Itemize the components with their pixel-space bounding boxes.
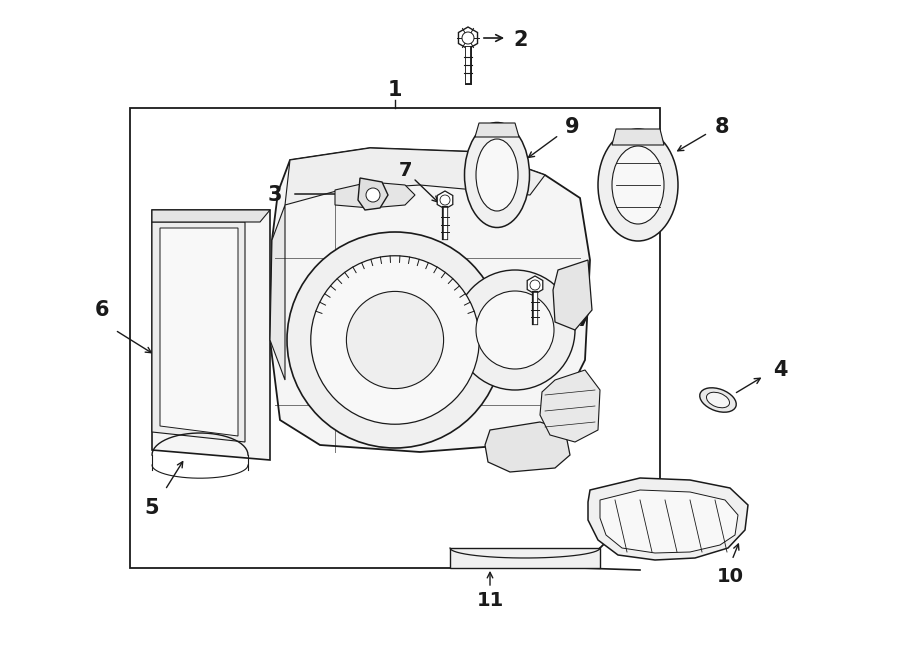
Polygon shape (600, 490, 738, 553)
Text: 2: 2 (514, 30, 528, 50)
Circle shape (440, 195, 450, 205)
Text: 5: 5 (145, 498, 159, 518)
Polygon shape (437, 191, 453, 209)
Polygon shape (475, 123, 519, 137)
Polygon shape (458, 27, 478, 49)
Text: 6: 6 (94, 300, 109, 320)
Circle shape (366, 188, 380, 202)
Polygon shape (553, 260, 592, 330)
Text: 4: 4 (773, 360, 788, 380)
Ellipse shape (476, 139, 518, 211)
Polygon shape (450, 548, 600, 568)
Polygon shape (270, 205, 285, 380)
Text: 10: 10 (716, 566, 743, 586)
Polygon shape (130, 108, 660, 568)
Text: 9: 9 (564, 117, 580, 137)
Ellipse shape (464, 122, 529, 227)
Text: 3: 3 (268, 185, 283, 205)
Polygon shape (152, 210, 270, 460)
Polygon shape (527, 276, 543, 294)
Circle shape (476, 291, 554, 369)
Ellipse shape (706, 392, 730, 408)
Circle shape (530, 280, 540, 290)
Polygon shape (270, 148, 590, 452)
Text: 1: 1 (388, 80, 402, 100)
Ellipse shape (612, 146, 664, 224)
Polygon shape (612, 129, 664, 145)
Circle shape (462, 32, 474, 44)
Text: 8: 8 (715, 117, 729, 137)
Polygon shape (540, 370, 600, 442)
Circle shape (310, 256, 479, 424)
Polygon shape (358, 178, 388, 210)
Polygon shape (160, 228, 238, 436)
Ellipse shape (598, 129, 678, 241)
Ellipse shape (700, 388, 736, 412)
Text: 7: 7 (576, 311, 590, 330)
Polygon shape (335, 182, 415, 208)
Circle shape (455, 270, 575, 390)
Polygon shape (285, 148, 545, 205)
Text: 11: 11 (476, 590, 504, 609)
Text: 7: 7 (398, 161, 412, 180)
Circle shape (346, 292, 444, 389)
Polygon shape (588, 478, 748, 560)
Circle shape (287, 232, 503, 448)
Polygon shape (152, 222, 245, 442)
Polygon shape (152, 210, 270, 222)
Polygon shape (485, 422, 570, 472)
